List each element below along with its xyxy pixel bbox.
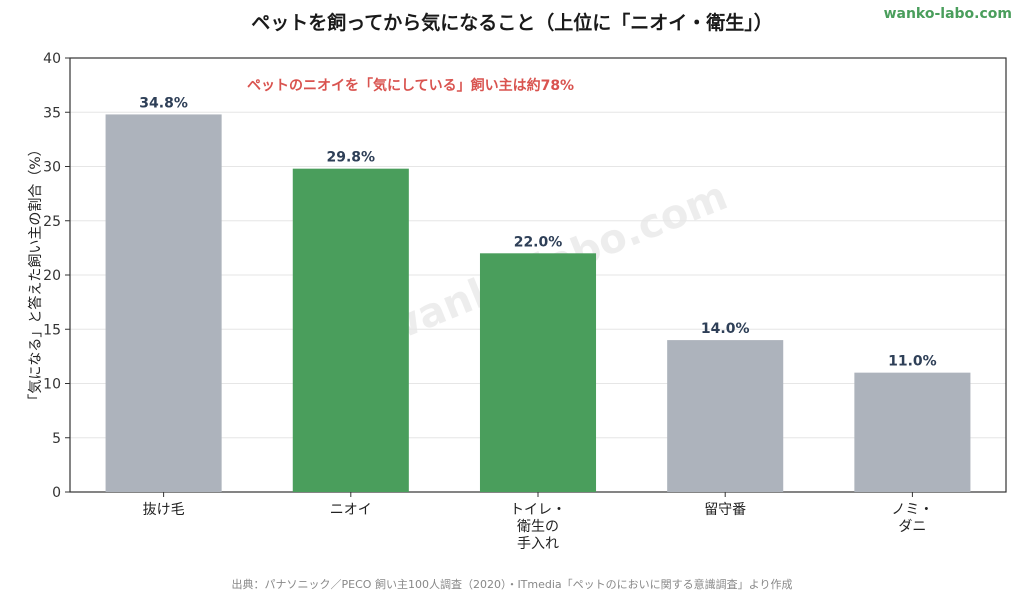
x-tick-label: ノミ・ダニ — [891, 502, 933, 535]
y-tick-label: 15 — [43, 322, 61, 338]
chart-title: ペットを飼ってから気になること（上位に「ニオイ・衛生」） — [251, 12, 773, 34]
y-tick-label: 0 — [52, 485, 61, 501]
bar — [667, 340, 784, 492]
bar — [854, 372, 971, 492]
value-label: 11.0% — [888, 354, 937, 370]
y-tick-label: 10 — [43, 377, 61, 393]
value-label: 22.0% — [514, 234, 563, 250]
y-tick-label: 30 — [43, 160, 61, 176]
y-tick-label: 25 — [43, 214, 61, 230]
y-axis-label: 「気になる」と答えた飼い主の割合（%） — [27, 142, 44, 407]
x-tick-label: 留守番 — [704, 502, 746, 518]
bar — [479, 253, 597, 492]
annotation-text: ペットのニオイを「気にしている」飼い主は約78% — [247, 77, 574, 94]
value-label: 34.8% — [139, 95, 188, 111]
bar — [292, 168, 409, 493]
y-tick-label: 20 — [43, 268, 61, 284]
y-tick-label: 5 — [52, 431, 61, 447]
value-label: 14.0% — [701, 321, 750, 337]
bar — [105, 114, 222, 493]
x-tick-label: トイレ・衛生の手入れ — [510, 502, 566, 552]
brand-logo-text: wanko-labo.com — [883, 6, 1012, 22]
x-tick-label: ニオイ — [330, 502, 372, 518]
y-tick-label: 40 — [43, 51, 61, 67]
source-note: 出典：パナソニック／PECO 飼い主100人調査（2020）・ITmedia「ペ… — [231, 578, 793, 591]
x-tick-label: 抜け毛 — [143, 502, 185, 518]
y-tick-label: 35 — [43, 105, 61, 121]
value-label: 29.8% — [327, 150, 376, 166]
